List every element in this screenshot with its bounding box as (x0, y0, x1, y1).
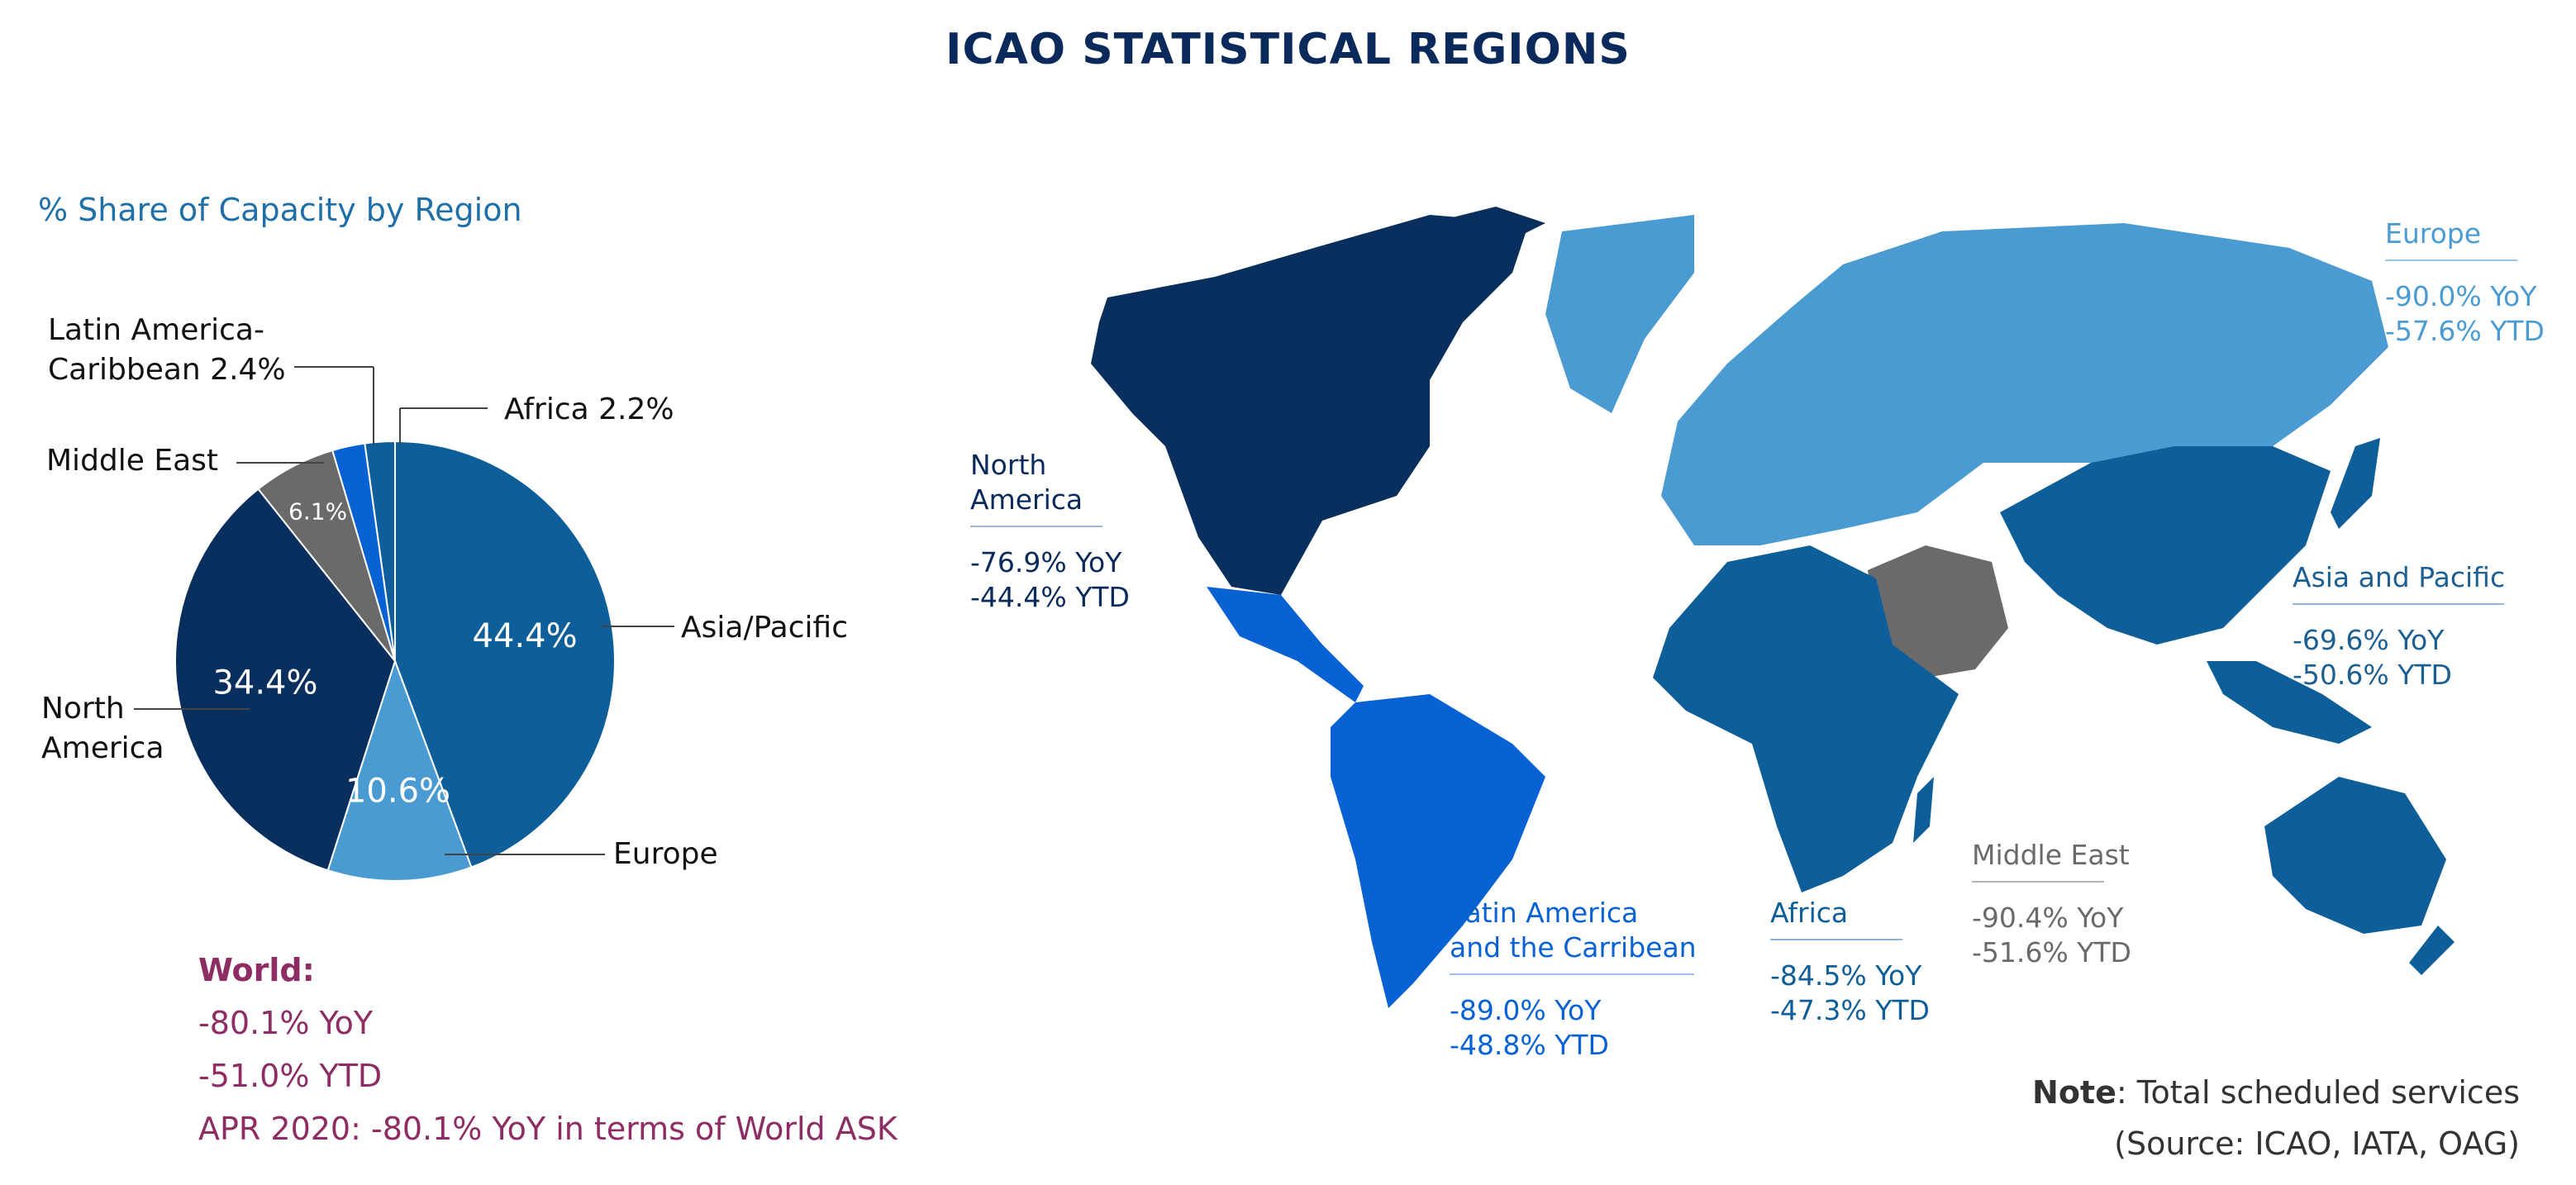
region-asia-yoy: -69.6% YoY (2293, 624, 2445, 656)
region-north-america: North America -76.9% YoY -44.4% YTD (970, 448, 1130, 615)
region-asia-name: Asia and Pacific (2293, 561, 2506, 593)
map-region-japan (2331, 438, 2380, 529)
map-region-middle-east (1868, 545, 2008, 678)
world-map (1091, 207, 2455, 1008)
pie-label-asia-pacific: 44.4% (473, 617, 578, 655)
map-region-new-zealand (2409, 926, 2455, 975)
region-europe-yoy: -90.0% YoY (2385, 280, 2537, 312)
region-africa-yoy: -84.5% YoY (1770, 959, 1922, 992)
map-region-africa (1653, 545, 1959, 892)
region-latam-rule (1450, 973, 1694, 975)
pie-label-europe: 10.6% (345, 773, 450, 811)
page-title: ICAO STATISTICAL REGIONS (945, 25, 1631, 74)
region-latam-ytd: -48.8% YTD (1450, 1029, 1609, 1061)
region-latam-yoy: -89.0% YoY (1450, 994, 1602, 1026)
callout-asia-pacific: Asia/Pacific (681, 611, 848, 645)
region-me-ytd: -51.6% YTD (1972, 936, 2131, 968)
capacity-pie-chart: 44.4% 10.6% 34.4% 6.1% (134, 366, 674, 882)
map-region-north-america (1091, 215, 1529, 595)
pie-label-north-america: 34.4% (212, 664, 317, 702)
map-region-southeast-asia (2207, 661, 2372, 744)
world-yoy: -80.1% YoY (198, 1005, 374, 1041)
world-heading: World: (198, 952, 315, 988)
region-na-ytd: -44.4% YTD (970, 581, 1130, 613)
region-na-name-line2: America (970, 483, 1083, 516)
region-latin-america: Latin America and the Carribean -89.0% Y… (1450, 896, 1697, 1063)
pie-slice-north-america (174, 488, 397, 872)
callout-africa: Africa 2.2% (504, 393, 674, 426)
region-na-name-line1: North (970, 449, 1047, 481)
region-europe-ytd: -57.6% YTD (2385, 315, 2545, 347)
pie-chart-title: % Share of Capacity by Region (38, 192, 522, 228)
callout-middle-east: Middle East (46, 444, 219, 478)
region-africa: Africa -84.5% YoY -47.3% YTD (1770, 896, 1930, 1028)
note: Note: Total scheduled services (2032, 1074, 2520, 1111)
region-africa-name: Africa (1770, 897, 1849, 929)
region-na-rule (970, 526, 1102, 527)
pie-slice-africa (364, 440, 396, 662)
pie-slice-asia-pacific (394, 440, 617, 869)
map-region-europe (1661, 223, 2388, 545)
note-source: (Source: ICAO, IATA, OAG) (2114, 1126, 2520, 1162)
region-europe-rule (2385, 259, 2517, 261)
callout-latam: Latin America- Caribbean 2.4% (48, 311, 286, 390)
region-europe: Europe -90.0% YoY -57.6% YTD (2385, 217, 2545, 349)
callout-europe: Europe (613, 837, 718, 871)
callout-na-line2: America (41, 731, 164, 765)
pie-slice-europe (326, 658, 473, 882)
region-asia-ytd: -50.6% YTD (2293, 659, 2452, 691)
region-africa-ytd: -47.3% YTD (1770, 994, 1930, 1026)
map-region-madagascar (1913, 777, 1934, 843)
map-region-north-america-arctic (1314, 207, 1545, 248)
world-ytd: -51.0% YTD (198, 1058, 383, 1094)
region-me-name: Middle East (1972, 839, 2130, 871)
callout-north-america: North America (41, 689, 164, 769)
note-label: Note (2032, 1074, 2117, 1111)
map-region-south-america (1331, 694, 1545, 1008)
region-me-yoy: -90.4% YoY (1972, 902, 2124, 934)
pie-label-middle-east: 6.1% (288, 498, 347, 526)
region-europe-name: Europe (2385, 217, 2482, 250)
region-asia-rule (2293, 603, 2504, 605)
region-latam-name-line1: Latin America (1450, 897, 1639, 929)
note-text: : Total scheduled services (2116, 1074, 2520, 1111)
region-asia-pacific: Asia and Pacific -69.6% YoY -50.6% YTD (2293, 560, 2505, 692)
region-middle-east: Middle East -90.4% YoY -51.6% YTD (1972, 838, 2131, 970)
callout-na-line1: North (41, 692, 125, 726)
world-apr: APR 2020: -80.1% YoY in terms of World A… (198, 1111, 898, 1147)
map-region-australia (2264, 777, 2446, 934)
region-me-rule (1972, 881, 2104, 883)
world-summary: World: -80.1% YoY -51.0% YTD APR 2020: -… (198, 944, 898, 1155)
map-region-greenland (1545, 215, 1694, 413)
map-region-asia (2000, 446, 2331, 645)
region-na-yoy: -76.9% YoY (970, 546, 1122, 578)
map-region-central-america (1207, 587, 1364, 702)
callout-latam-line2: Caribbean 2.4% (48, 353, 286, 387)
callout-latam-line1: Latin America- (48, 313, 264, 347)
region-africa-rule (1770, 939, 1902, 940)
region-latam-name-line2: and the Carribean (1450, 931, 1697, 964)
